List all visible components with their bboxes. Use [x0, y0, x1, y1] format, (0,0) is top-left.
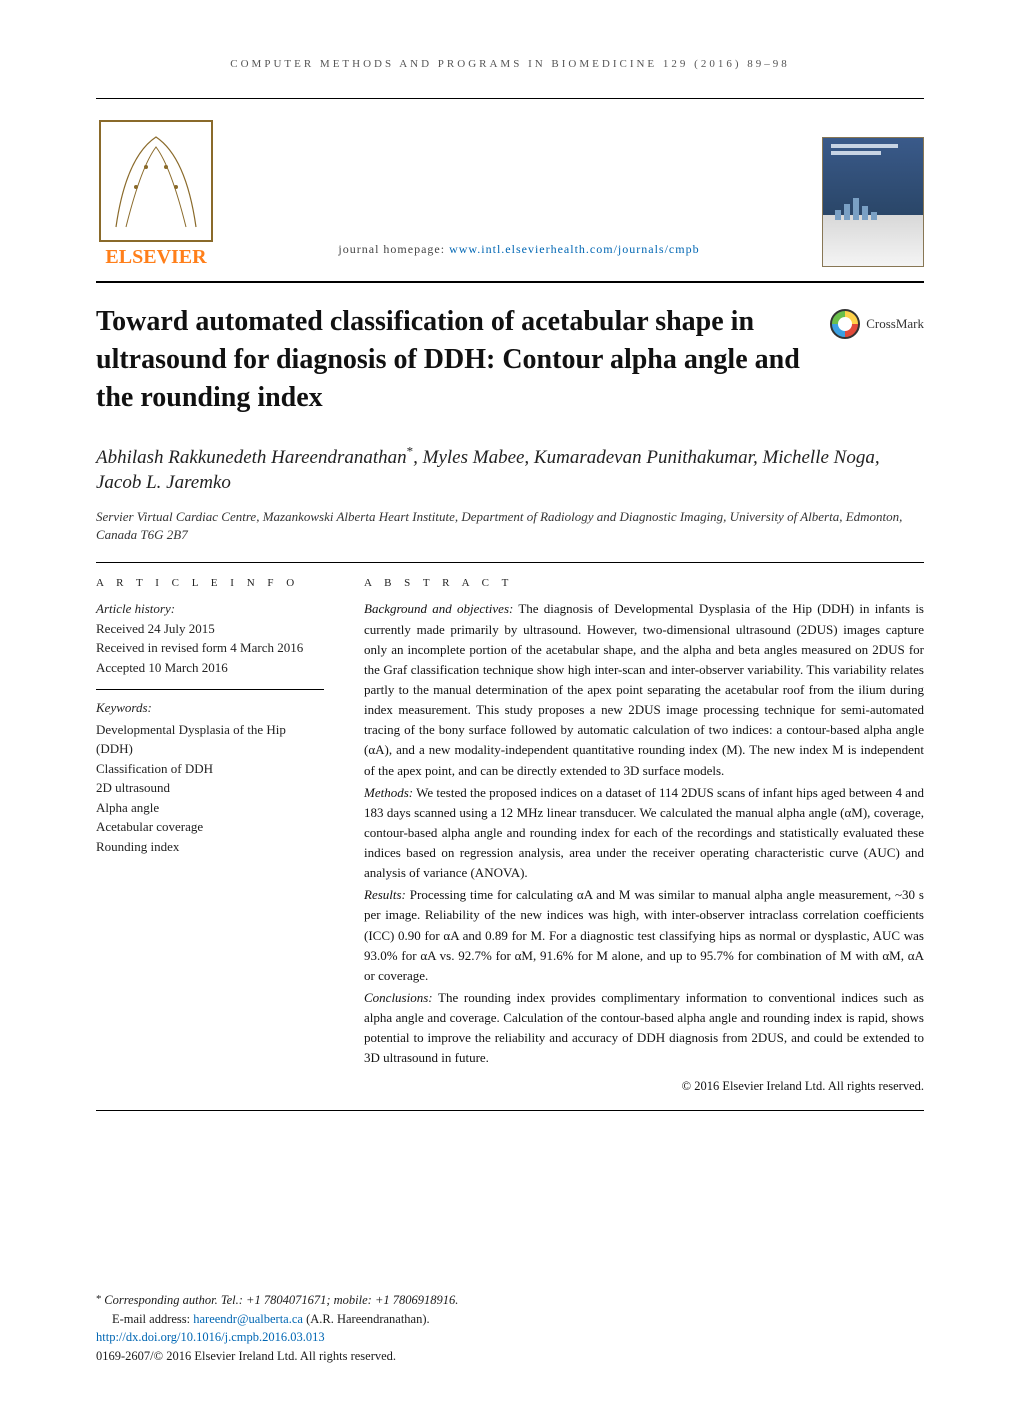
thumb-bars [835, 198, 877, 220]
history-label: Article history: [96, 599, 324, 619]
abs-conclusions-label: Conclusions: [364, 990, 433, 1005]
keyword-item: Acetabular coverage [96, 817, 324, 837]
authors: Abhilash Rakkunedeth Hareendranathan*, M… [96, 442, 924, 496]
mid-rule [96, 281, 924, 283]
history-received: Received 24 July 2015 [96, 619, 324, 639]
abstract-heading: A B S T R A C T [364, 577, 924, 589]
keyword-item: Classification of DDH [96, 759, 324, 779]
crossmark-icon [830, 309, 860, 339]
abs-results-label: Results: [364, 887, 406, 902]
abs-methods-label: Methods: [364, 785, 413, 800]
history-revised: Received in revised form 4 March 2016 [96, 638, 324, 658]
history-accepted: Accepted 10 March 2016 [96, 658, 324, 678]
copyright-line: © 2016 Elsevier Ireland Ltd. All rights … [364, 1077, 924, 1096]
journal-cover-thumb [822, 137, 924, 267]
abs-bg-label: Background and objectives: [364, 601, 513, 616]
issn-copyright: 0169-2607/© 2016 Elsevier Ireland Ltd. A… [96, 1347, 924, 1366]
abs-conclusions: The rounding index provides complimentar… [364, 990, 924, 1065]
elsevier-logo: ELSEVIER [96, 117, 216, 267]
authors-text: Abhilash Rakkunedeth Hareendranathan*, M… [96, 447, 880, 494]
footnotes: * Corresponding author. Tel.: +1 7804071… [96, 1291, 924, 1366]
abs-methods: We tested the proposed indices on a data… [364, 785, 924, 881]
keyword-item: Developmental Dysplasia of the Hip (DDH) [96, 720, 324, 759]
keyword-item: Alpha angle [96, 798, 324, 818]
article-title: Toward automated classification of aceta… [96, 303, 806, 416]
keywords-block: Keywords: Developmental Dysplasia of the… [96, 698, 324, 856]
abs-bg: The diagnosis of Developmental Dysplasia… [364, 601, 924, 777]
article-history: Article history: Received 24 July 2015 R… [96, 599, 324, 677]
crossmark-label: CrossMark [866, 316, 924, 332]
keywords-rule [96, 689, 324, 690]
elsevier-wordmark: ELSEVIER [105, 246, 207, 267]
corresp-star: * [96, 1293, 104, 1305]
email-link[interactable]: hareendr@ualberta.ca [193, 1312, 303, 1326]
abstract-text: Background and objectives: The diagnosis… [364, 599, 924, 1096]
crossmark-badge[interactable]: CrossMark [830, 309, 924, 339]
keyword-item: Rounding index [96, 837, 324, 857]
rule-below-abstract [96, 1110, 924, 1111]
keywords-label: Keywords: [96, 698, 324, 718]
keyword-item: 2D ultrasound [96, 778, 324, 798]
email-suffix: (A.R. Hareendranathan). [303, 1312, 430, 1326]
doi-link[interactable]: http://dx.doi.org/10.1016/j.cmpb.2016.03… [96, 1330, 325, 1344]
abstract-column: A B S T R A C T Background and objective… [364, 577, 924, 1096]
abs-results: Processing time for calculating αA and M… [364, 887, 924, 983]
homepage-label: journal homepage: [338, 242, 449, 256]
top-rule [96, 98, 924, 99]
corresponding-author: Corresponding author. Tel.: +1 780407167… [104, 1293, 458, 1307]
homepage-link[interactable]: www.intl.elsevierhealth.com/journals/cmp… [449, 242, 700, 256]
rule-above-body [96, 562, 924, 563]
affiliation: Servier Virtual Cardiac Centre, Mazankow… [96, 508, 924, 544]
article-info-column: A R T I C L E I N F O Article history: R… [96, 577, 324, 1096]
body-two-column: A R T I C L E I N F O Article history: R… [96, 577, 924, 1096]
article-info-heading: A R T I C L E I N F O [96, 577, 324, 589]
email-label: E-mail address: [112, 1312, 193, 1326]
journal-homepage: journal homepage: www.intl.elsevierhealt… [234, 242, 804, 267]
header-row: ELSEVIER journal homepage: www.intl.else… [96, 117, 924, 267]
running-head: COMPUTER METHODS AND PROGRAMS IN BIOMEDI… [96, 58, 924, 70]
